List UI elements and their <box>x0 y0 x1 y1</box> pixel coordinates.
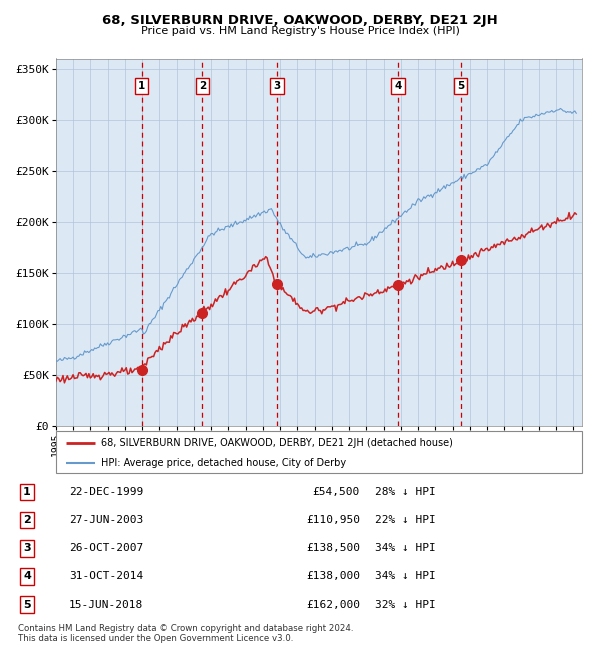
Text: £138,000: £138,000 <box>306 571 360 582</box>
Text: £110,950: £110,950 <box>306 515 360 525</box>
Text: 22-DEC-1999: 22-DEC-1999 <box>69 487 143 497</box>
Text: £138,500: £138,500 <box>306 543 360 553</box>
Text: 2: 2 <box>23 515 31 525</box>
Text: £162,000: £162,000 <box>306 600 360 610</box>
Text: 1: 1 <box>23 487 31 497</box>
Text: £54,500: £54,500 <box>313 487 360 497</box>
Text: 34% ↓ HPI: 34% ↓ HPI <box>375 543 436 553</box>
Text: 2: 2 <box>199 81 206 91</box>
Text: 1: 1 <box>138 81 145 91</box>
Text: 32% ↓ HPI: 32% ↓ HPI <box>375 600 436 610</box>
Text: 34% ↓ HPI: 34% ↓ HPI <box>375 571 436 582</box>
Text: 26-OCT-2007: 26-OCT-2007 <box>69 543 143 553</box>
Text: 31-OCT-2014: 31-OCT-2014 <box>69 571 143 582</box>
Text: 3: 3 <box>274 81 281 91</box>
Text: 4: 4 <box>23 571 31 582</box>
Text: HPI: Average price, detached house, City of Derby: HPI: Average price, detached house, City… <box>101 458 346 467</box>
Text: 5: 5 <box>23 600 31 610</box>
FancyBboxPatch shape <box>56 431 582 473</box>
Text: 4: 4 <box>394 81 401 91</box>
Text: 28% ↓ HPI: 28% ↓ HPI <box>375 487 436 497</box>
Text: 68, SILVERBURN DRIVE, OAKWOOD, DERBY, DE21 2JH (detached house): 68, SILVERBURN DRIVE, OAKWOOD, DERBY, DE… <box>101 438 452 448</box>
Text: Price paid vs. HM Land Registry's House Price Index (HPI): Price paid vs. HM Land Registry's House … <box>140 26 460 36</box>
Text: 15-JUN-2018: 15-JUN-2018 <box>69 600 143 610</box>
Text: 3: 3 <box>23 543 31 553</box>
Text: 68, SILVERBURN DRIVE, OAKWOOD, DERBY, DE21 2JH: 68, SILVERBURN DRIVE, OAKWOOD, DERBY, DE… <box>102 14 498 27</box>
Text: 5: 5 <box>457 81 464 91</box>
Text: 22% ↓ HPI: 22% ↓ HPI <box>375 515 436 525</box>
Text: 27-JUN-2003: 27-JUN-2003 <box>69 515 143 525</box>
Text: Contains HM Land Registry data © Crown copyright and database right 2024.
This d: Contains HM Land Registry data © Crown c… <box>18 624 353 644</box>
